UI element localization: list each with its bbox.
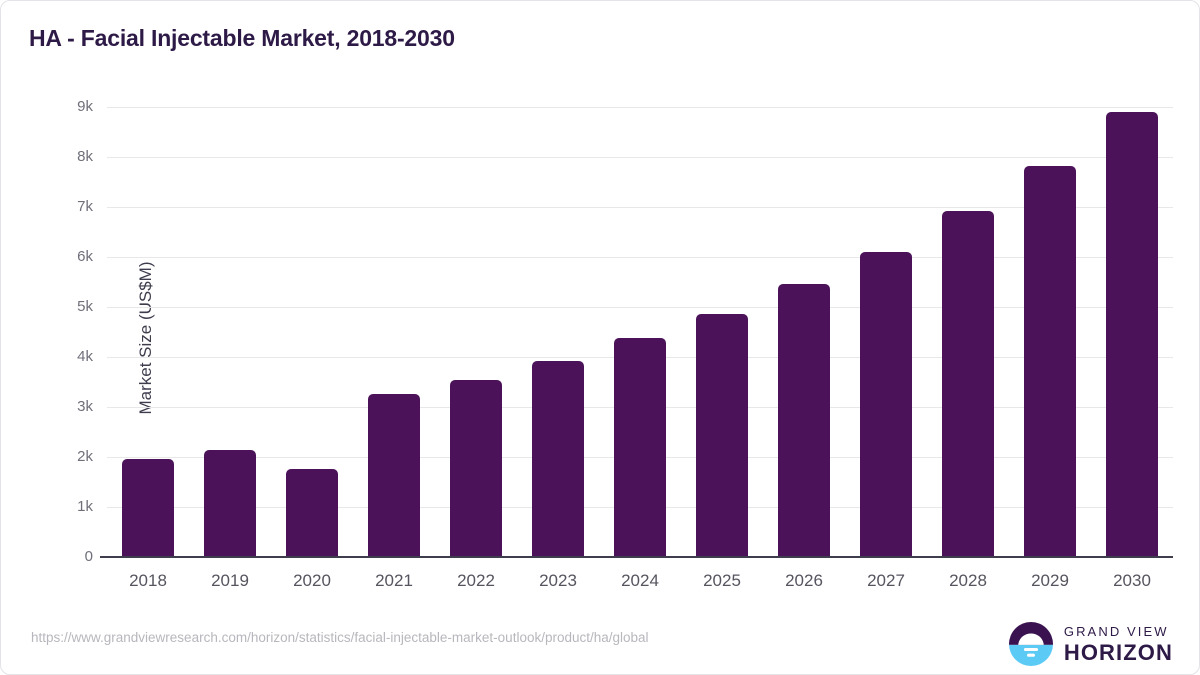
bar[interactable] bbox=[1024, 166, 1076, 557]
brand-logo-top-text: GRAND VIEW bbox=[1063, 623, 1169, 639]
y-axis-tick-label: 2k bbox=[77, 448, 93, 465]
source-url-text: https://www.grandviewresearch.com/horizo… bbox=[31, 630, 649, 645]
x-axis-tick-label: 2025 bbox=[703, 571, 741, 590]
plot-area bbox=[107, 107, 1173, 557]
x-axis-tick-label: 2026 bbox=[785, 571, 823, 590]
gridline bbox=[107, 257, 1173, 258]
bar[interactable] bbox=[1106, 112, 1158, 557]
brand-logo: GRAND VIEW HORIZON bbox=[1008, 621, 1173, 667]
gridline bbox=[107, 157, 1173, 158]
bar[interactable] bbox=[450, 380, 502, 557]
y-axis-tick-label: 4k bbox=[77, 348, 93, 365]
bar[interactable] bbox=[122, 459, 174, 557]
y-axis-tick-label: 7k bbox=[77, 198, 93, 215]
x-axis-tick-label: 2020 bbox=[293, 571, 331, 590]
bar[interactable] bbox=[696, 314, 748, 557]
y-axis-tick-label: 9k bbox=[77, 98, 93, 115]
y-axis-tick-label: 8k bbox=[77, 148, 93, 165]
x-axis-tick-label: 2029 bbox=[1031, 571, 1069, 590]
x-axis-tick-label: 2019 bbox=[211, 571, 249, 590]
bar[interactable] bbox=[532, 361, 584, 557]
x-axis-tick-label: 2027 bbox=[867, 571, 905, 590]
page-title: HA - Facial Injectable Market, 2018-2030 bbox=[29, 25, 455, 51]
y-axis-tick-label: 3k bbox=[77, 398, 93, 415]
y-axis-tick-labels: 0 1k 2k 3k 4k 5k 6k 7k 8k 9k bbox=[1, 1, 97, 674]
x-axis-tick-label: 2018 bbox=[129, 571, 167, 590]
brand-logo-bottom-text: HORIZON bbox=[1063, 639, 1173, 665]
x-axis-tick-label: 2022 bbox=[457, 571, 495, 590]
bar[interactable] bbox=[860, 252, 912, 557]
bar[interactable] bbox=[614, 338, 666, 557]
x-axis-tick-label: 2028 bbox=[949, 571, 987, 590]
gridline bbox=[107, 307, 1173, 308]
bar[interactable] bbox=[368, 394, 420, 557]
bar[interactable] bbox=[778, 284, 830, 557]
y-axis-tick-label: 6k bbox=[77, 248, 93, 265]
grand-view-horizon-logo-icon bbox=[1008, 622, 1053, 666]
y-axis-tick-label: 1k bbox=[77, 498, 93, 515]
y-axis-tick-label: 5k bbox=[77, 298, 93, 315]
x-axis-tick-label: 2030 bbox=[1113, 571, 1151, 590]
x-axis-line bbox=[100, 556, 1173, 558]
x-axis-tick-label: 2023 bbox=[539, 571, 577, 590]
brand-logo-text: GRAND VIEW HORIZON bbox=[1064, 625, 1173, 664]
gridline bbox=[107, 107, 1173, 108]
bar[interactable] bbox=[942, 211, 994, 557]
x-axis-tick-label: 2024 bbox=[621, 571, 659, 590]
bar[interactable] bbox=[286, 469, 338, 557]
gridline bbox=[107, 207, 1173, 208]
x-axis-tick-label: 2021 bbox=[375, 571, 413, 590]
y-axis-tick-label: 0 bbox=[84, 548, 93, 565]
bar[interactable] bbox=[204, 449, 256, 557]
